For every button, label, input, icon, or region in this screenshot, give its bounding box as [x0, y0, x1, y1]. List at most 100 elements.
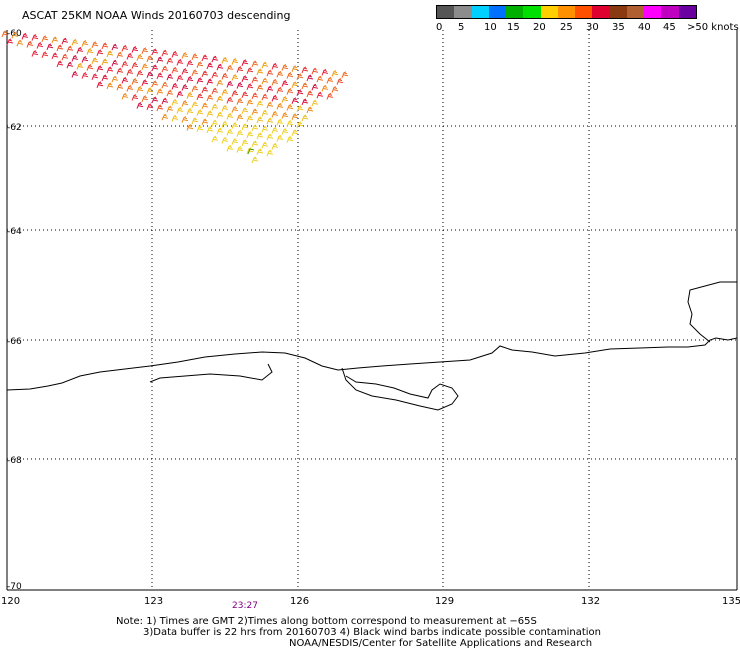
wind-barb	[221, 72, 229, 80]
lon-label: 126	[290, 596, 309, 607]
wind-barb	[331, 70, 339, 77]
wind-barb	[191, 53, 199, 60]
wind-barb	[191, 101, 199, 108]
wind-barb	[161, 49, 169, 57]
wind-barb	[176, 74, 184, 82]
wind-barb	[271, 110, 279, 118]
note-line-3: NOAA/NESDIS/Center for Satellite Applica…	[289, 638, 593, 649]
legend-label: 0	[436, 22, 443, 33]
wind-barb	[311, 83, 319, 91]
wind-barb	[96, 49, 104, 56]
wind-barb	[171, 82, 179, 90]
wind-barb	[136, 70, 144, 77]
wind-barb	[106, 82, 114, 90]
wind-barb	[306, 74, 314, 82]
wind-barb	[201, 118, 209, 126]
wind-barb	[216, 63, 224, 71]
legend-color-swatch	[626, 6, 645, 18]
wind-barb	[6, 38, 14, 46]
wind-barb	[201, 86, 209, 94]
wind-barb	[196, 109, 204, 116]
wind-barb	[211, 87, 219, 95]
wind-barb	[196, 125, 204, 132]
wind-barb	[131, 78, 139, 85]
lon-label: 123	[144, 596, 163, 607]
wind-barb	[266, 117, 274, 125]
legend-label: 10	[484, 22, 497, 33]
wind-barb	[226, 96, 234, 104]
wind-barb	[321, 84, 329, 92]
wind-barb	[141, 47, 149, 54]
wind-barb	[71, 70, 79, 78]
wind-barb	[201, 54, 209, 62]
wind-barb	[251, 156, 259, 164]
wind-barb	[241, 59, 249, 66]
wind-barb	[256, 84, 264, 92]
wind-barb	[71, 54, 79, 62]
wind-barb	[311, 99, 319, 107]
wind-barb	[36, 42, 44, 49]
legend-label: 25	[560, 22, 573, 33]
wind-barb	[46, 43, 54, 50]
wind-barb	[261, 125, 269, 133]
wind-barb	[206, 62, 214, 70]
wind-barb	[136, 102, 144, 109]
wind-barb	[231, 106, 239, 113]
wind-barb	[186, 60, 194, 67]
lat-label: -64	[7, 227, 22, 237]
wind-barb	[156, 56, 164, 64]
wind-barb	[231, 122, 239, 129]
wind-barb	[186, 76, 194, 83]
wind-barb	[266, 69, 274, 77]
wind-barb	[176, 106, 184, 114]
wind-barb	[181, 52, 189, 59]
wind-barb	[316, 75, 324, 83]
wind-barb	[196, 93, 204, 100]
wind-speed-legend: 0 5 10 15 20 25 30 35 40 45 >50 knots	[436, 5, 739, 33]
wind-barb	[286, 136, 294, 143]
wind-barb	[296, 89, 304, 96]
wind-barb	[211, 55, 219, 63]
wind-barb	[146, 55, 154, 62]
wind-barb	[131, 62, 139, 69]
wind-barb	[191, 85, 199, 92]
wind-barb	[171, 66, 179, 74]
wind-barb	[226, 80, 234, 88]
wind-barb	[301, 66, 309, 74]
wind-barb	[236, 146, 244, 153]
wind-barb	[276, 134, 284, 142]
wind-barb	[291, 129, 299, 136]
wind-barb	[181, 68, 189, 75]
wind-barb	[246, 115, 254, 122]
wind-barb	[291, 81, 299, 88]
wind-barb	[61, 37, 69, 45]
wind-barb	[271, 62, 279, 70]
wind-barb	[151, 80, 159, 88]
wind-barb	[66, 45, 74, 53]
wind-barb	[126, 68, 134, 76]
wind-barb	[291, 65, 299, 72]
wind-barb	[141, 79, 149, 86]
wind-barb	[126, 84, 134, 92]
legend-color-swatch	[644, 6, 662, 18]
note-line-1: Note: 1) Times are GMT 2)Times along bot…	[116, 616, 537, 627]
wind-barb	[301, 98, 309, 106]
wind-barb	[176, 58, 184, 66]
coastline-east	[687, 281, 737, 343]
wind-barb	[191, 117, 199, 124]
wind-barb	[196, 77, 204, 84]
map-title: ASCAT 25KM NOAA Winds 20160703 descendin…	[22, 9, 291, 22]
wind-barb	[76, 46, 84, 54]
wind-barb	[41, 35, 49, 42]
wind-barb	[276, 70, 284, 78]
wind-barb	[116, 51, 124, 59]
wind-barb	[281, 64, 289, 71]
wind-barb	[251, 92, 259, 100]
wind-barb	[331, 86, 339, 93]
legend-color-bar	[436, 5, 697, 19]
wind-barb	[126, 52, 134, 60]
lat-label: -66	[7, 337, 22, 347]
wind-barb	[206, 110, 214, 118]
wind-barb	[251, 124, 259, 132]
